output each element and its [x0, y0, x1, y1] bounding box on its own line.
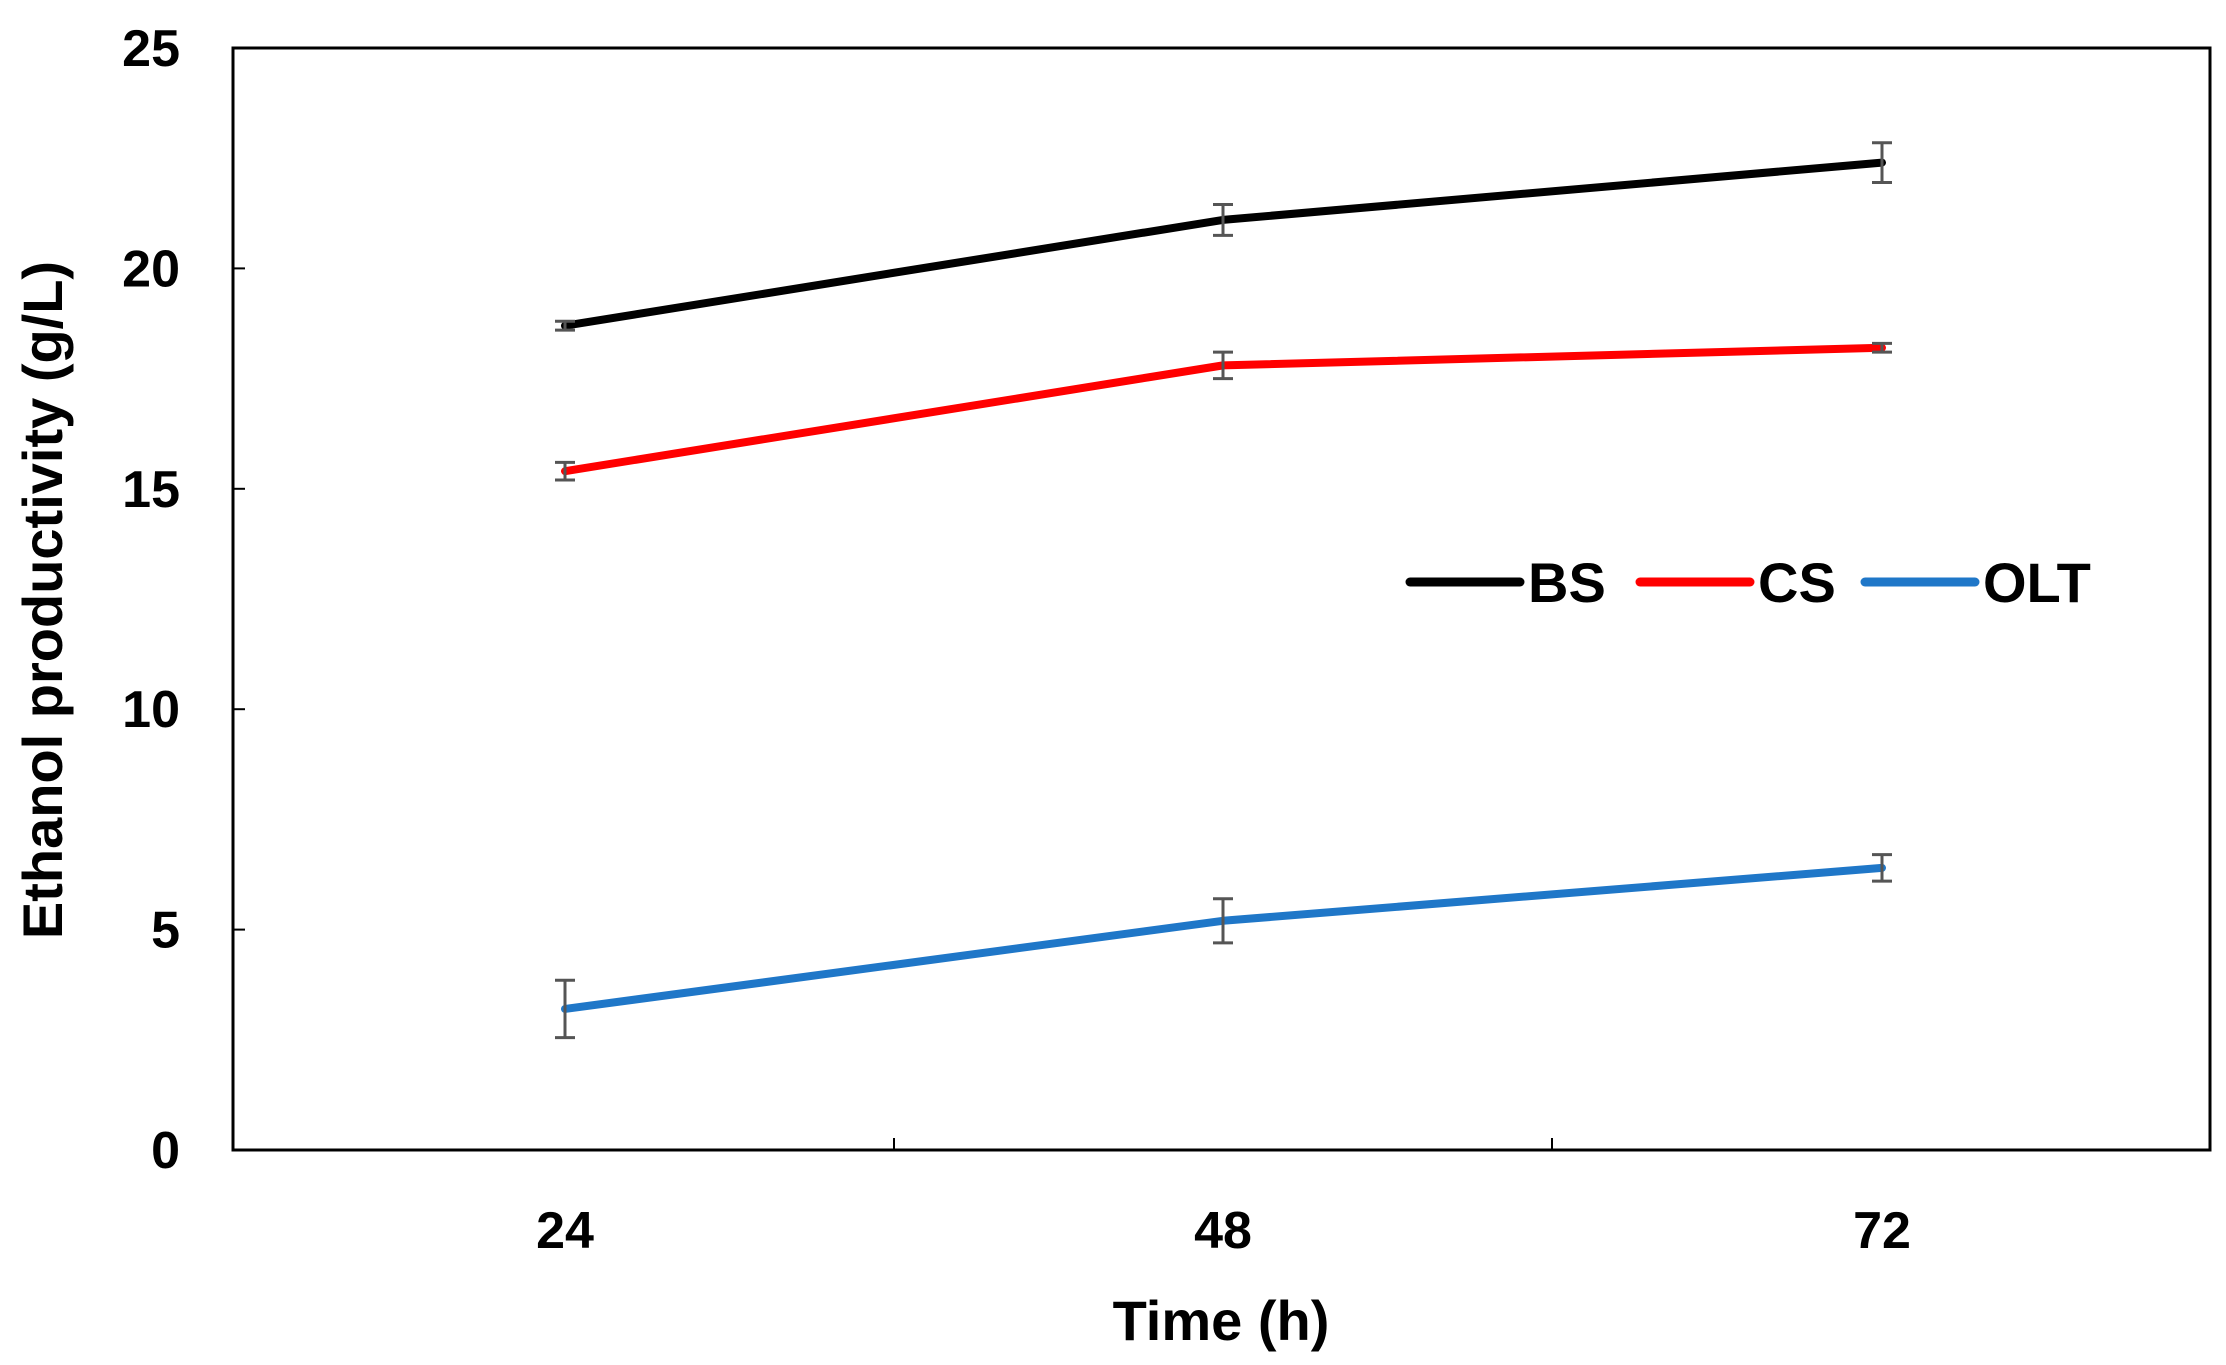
y-axis-title: Ethanol productivity (g/L) [11, 261, 74, 939]
y-tick-label: 20 [122, 240, 180, 298]
y-tick-label: 15 [122, 461, 180, 519]
x-axis-ticks: 24 48 72 [536, 1138, 1911, 1260]
series-layer [555, 141, 1892, 1040]
y-tick-label: 0 [151, 1122, 180, 1180]
series-line-bs [561, 158, 1886, 330]
legend-label-cs: CS [1758, 551, 1836, 614]
legend-label-olt: OLT [1983, 551, 2091, 614]
y-axis-ticks: 0 5 10 15 20 25 [122, 20, 245, 1180]
y-tick-label: 25 [122, 20, 180, 78]
legend-label-bs: BS [1528, 551, 1606, 614]
legend: BS CS OLT [1405, 551, 2091, 614]
y-tick-label: 5 [151, 902, 180, 960]
x-tick-label: 72 [1853, 1202, 1911, 1260]
x-tick-label: 24 [536, 1202, 594, 1260]
plot-area [231, 46, 2212, 1152]
x-axis-title: Time (h) [1113, 1289, 1330, 1352]
y-tick-label: 10 [122, 681, 180, 739]
x-tick-label: 48 [1194, 1202, 1252, 1260]
